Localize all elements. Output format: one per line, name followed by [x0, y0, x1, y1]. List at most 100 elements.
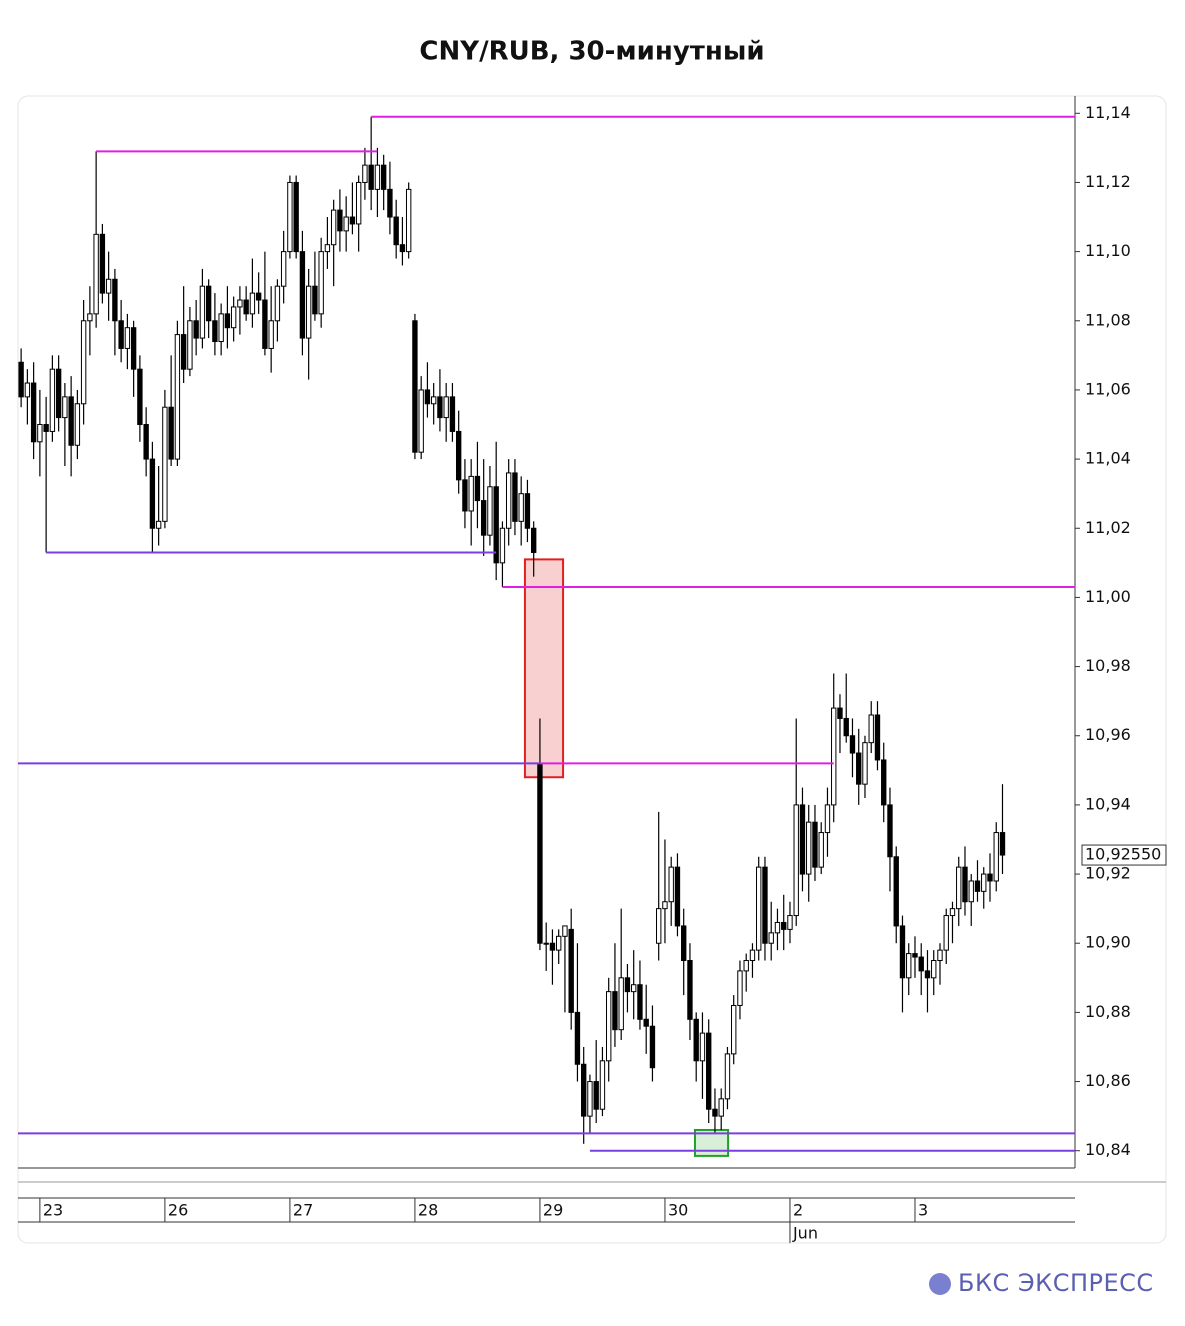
- candle-body: [687, 960, 693, 1020]
- candle-body: [493, 486, 499, 564]
- candle-body: [99, 233, 106, 294]
- candle-body: [981, 873, 987, 892]
- candle-body: [505, 472, 512, 529]
- candle-body: [187, 320, 193, 370]
- candle-body: [787, 915, 793, 930]
- candle-body: [118, 320, 124, 349]
- candle-body: [249, 292, 256, 315]
- candle-body: [480, 500, 487, 536]
- candle-body: [581, 1063, 587, 1117]
- candle-body: [68, 396, 74, 446]
- candle-body: [624, 977, 631, 993]
- candle-body: [174, 334, 181, 460]
- candle-body: [899, 925, 906, 979]
- candle-body: [524, 493, 531, 529]
- candle-body: [318, 251, 324, 315]
- candle-body: [949, 908, 956, 917]
- x-tick-label: 3: [918, 1201, 928, 1220]
- candle-body: [774, 921, 781, 934]
- candle-body: [193, 320, 199, 339]
- candle-body: [205, 285, 212, 322]
- candle-body: [799, 804, 806, 875]
- candle-body: [987, 873, 993, 882]
- candle-body: [443, 396, 449, 419]
- candle-body: [962, 866, 968, 903]
- candle-body: [568, 928, 574, 1013]
- candle-body: [868, 714, 874, 744]
- candle-body: [906, 953, 912, 979]
- candle-body: [43, 424, 49, 432]
- y-tick-label: 10,98: [1085, 656, 1131, 675]
- candle-body: [968, 880, 974, 903]
- candle-body: [862, 742, 868, 785]
- last-price-box: [1081, 844, 1167, 866]
- zone: [523, 558, 565, 779]
- candle-body: [143, 424, 149, 460]
- y-tick-label: 10,86: [1085, 1071, 1131, 1090]
- candle-body: [430, 396, 437, 405]
- candle-body: [637, 984, 643, 1020]
- candle-body: [530, 527, 537, 553]
- y-tick-label: 11,10: [1085, 241, 1131, 260]
- candle-body: [30, 382, 37, 443]
- candle-body: [549, 942, 556, 951]
- candle-body: [130, 327, 137, 370]
- y-tick-label: 10,94: [1085, 794, 1131, 813]
- candle-body: [543, 942, 549, 945]
- candle-body: [449, 396, 456, 432]
- candle-body: [49, 368, 56, 432]
- y-tick-label: 10,96: [1085, 725, 1131, 744]
- candle-body: [62, 396, 68, 419]
- candle-body: [280, 251, 287, 287]
- candle-body: [612, 991, 618, 1031]
- candle-body: [412, 320, 418, 453]
- y-tick-label: 11,02: [1085, 518, 1131, 537]
- candle-body: [856, 752, 862, 785]
- candle-body: [918, 956, 924, 972]
- candle-body: [943, 915, 949, 951]
- candle-body: [724, 1053, 731, 1100]
- candle-body: [268, 320, 274, 349]
- last-price-label: 10,92550: [1085, 845, 1161, 864]
- y-tick-label: 11,04: [1085, 449, 1131, 468]
- candle-body: [712, 1108, 718, 1117]
- y-tick-label: 11,06: [1085, 379, 1131, 398]
- candle-body: [768, 932, 774, 944]
- candle-body: [355, 181, 362, 225]
- candle-body: [806, 821, 812, 875]
- candle-body: [237, 299, 243, 308]
- candle-body: [674, 866, 681, 927]
- candle-body: [87, 313, 93, 322]
- candle-body: [606, 991, 612, 1062]
- candle-body: [562, 925, 568, 937]
- candle-body: [137, 368, 143, 426]
- candle-body: [349, 216, 356, 225]
- candle-body: [649, 1025, 656, 1069]
- candle-body: [631, 984, 637, 993]
- candle-body: [556, 935, 562, 951]
- brand-icon: [929, 1273, 951, 1295]
- candle-body: [180, 334, 187, 370]
- candle-body: [762, 866, 768, 944]
- candle-body: [587, 1081, 593, 1117]
- candle-body: [931, 960, 937, 979]
- candle-body: [299, 251, 306, 339]
- candle-body: [212, 320, 218, 343]
- candle-body: [462, 479, 468, 512]
- candle-body: [337, 209, 343, 232]
- candle-body: [405, 188, 412, 253]
- candle-body: [937, 949, 943, 962]
- candle-body: [374, 164, 381, 190]
- candle-body: [105, 278, 112, 294]
- candle-body: [149, 458, 156, 529]
- candle-body: [599, 1060, 606, 1110]
- candle-body: [849, 735, 856, 754]
- month-label: Jun: [792, 1224, 818, 1243]
- candle-body: [812, 821, 818, 868]
- candle-body: [93, 233, 99, 315]
- x-tick-label: 30: [668, 1201, 688, 1220]
- candle-body: [230, 306, 237, 329]
- candle-body: [656, 908, 662, 944]
- candle-body: [706, 1032, 712, 1110]
- y-tick-label: 10,90: [1085, 933, 1131, 952]
